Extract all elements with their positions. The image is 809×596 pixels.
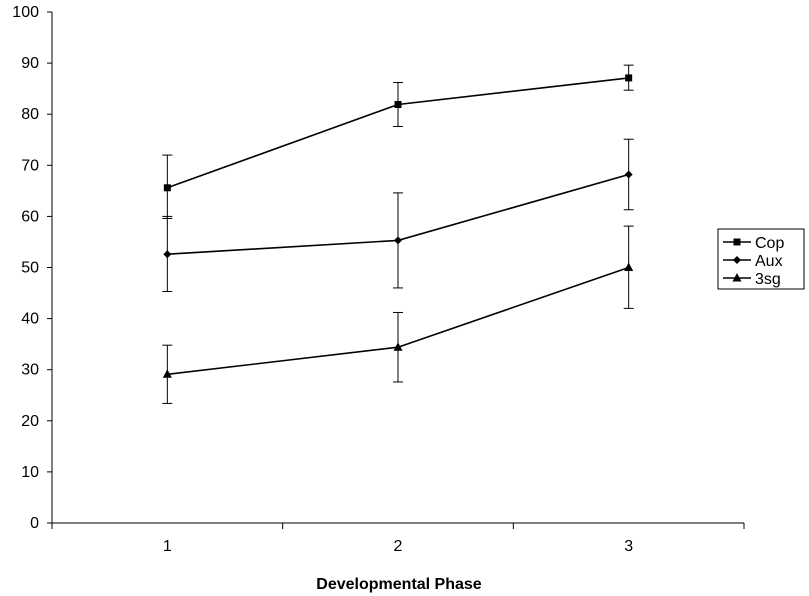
data-point-cop [163, 184, 171, 192]
y-tick-label: 100 [12, 4, 39, 21]
legend-marker-3sg [732, 273, 742, 282]
x-tick-label: 2 [394, 538, 403, 555]
data-point-cop [625, 74, 633, 82]
data-point-3sg [162, 369, 172, 378]
legend-box [717, 228, 805, 290]
legend-label-3sg: 3sg [755, 271, 781, 288]
y-tick-label: 90 [21, 55, 39, 72]
series-cop [162, 64, 634, 219]
data-point-aux [163, 250, 172, 259]
series-layer [162, 64, 634, 404]
x-tick-label: 1 [163, 538, 172, 555]
y-tick-label: 10 [21, 464, 39, 481]
y-tick-label: 30 [21, 362, 39, 379]
x-axis: 1 2 3 [51, 522, 745, 555]
data-point-3sg [393, 342, 403, 351]
y-tick-label: 50 [21, 260, 39, 277]
y-tick-label: 60 [21, 208, 39, 225]
series-3sg [162, 225, 634, 404]
x-axis-title: Developmental Phase [316, 576, 482, 593]
legend-label-aux: Aux [755, 253, 783, 270]
legend-marker-cop [733, 238, 741, 246]
data-point-aux [394, 236, 402, 245]
y-tick-label: 70 [21, 157, 39, 174]
data-point-cop [394, 100, 402, 108]
y-axis: 0 10 20 30 40 50 60 70 80 90 100 [12, 4, 53, 532]
x-tick-label: 3 [624, 538, 633, 555]
y-tick-label: 40 [21, 311, 39, 328]
data-point-3sg [624, 262, 634, 271]
y-tick-label: 0 [30, 515, 39, 532]
series-aux [162, 138, 634, 293]
legend-marker-aux [733, 256, 741, 264]
y-tick-label: 20 [21, 413, 39, 430]
data-point-aux [624, 170, 633, 179]
legend-label-cop: Cop [755, 235, 784, 252]
y-tick-label: 80 [21, 106, 39, 123]
